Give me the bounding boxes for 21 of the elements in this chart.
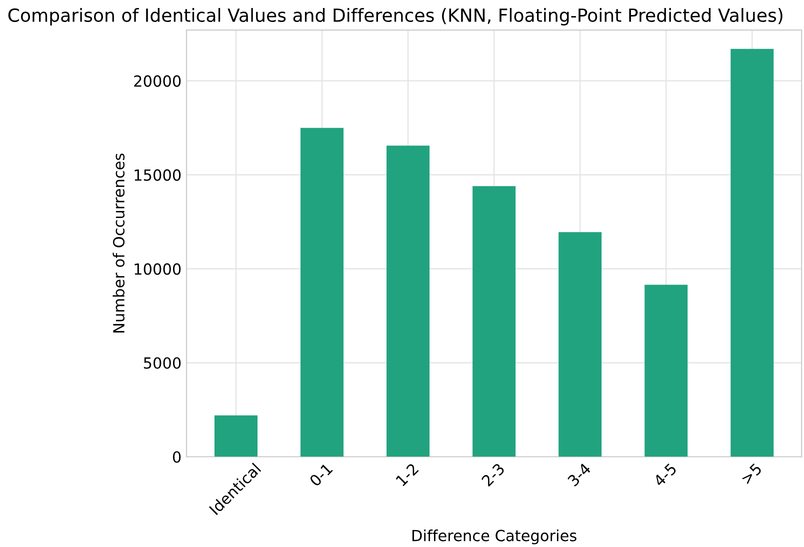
bar: [644, 284, 688, 457]
x-tick-label: 0-1: [308, 462, 333, 487]
bar: [558, 232, 602, 457]
y-tick-label: 0: [172, 451, 181, 463]
x-tick-label: 4-5: [652, 462, 678, 488]
bar: [214, 415, 258, 457]
bar: [300, 128, 344, 457]
bar: [730, 48, 774, 457]
bar: [386, 146, 430, 457]
x-axis-title: Difference Categories: [412, 530, 576, 544]
y-tick-label: 15000: [134, 169, 181, 181]
x-tick-label: 3-4: [567, 462, 592, 487]
y-axis-title: Number of Occurrences: [112, 154, 125, 332]
x-tick-label: >5: [740, 462, 762, 485]
bar: [472, 186, 516, 457]
y-tick-label: 5000: [144, 357, 181, 369]
x-tick-label: 1-2: [395, 462, 419, 486]
y-tick-label: 10000: [134, 263, 181, 275]
x-tick-label: 2-3: [480, 462, 506, 487]
y-tick-label: 20000: [134, 75, 181, 87]
chart-title: Comparison of Identical Values and Differences (KNN, Floating-Point Predicted Values): [8, 8, 782, 26]
